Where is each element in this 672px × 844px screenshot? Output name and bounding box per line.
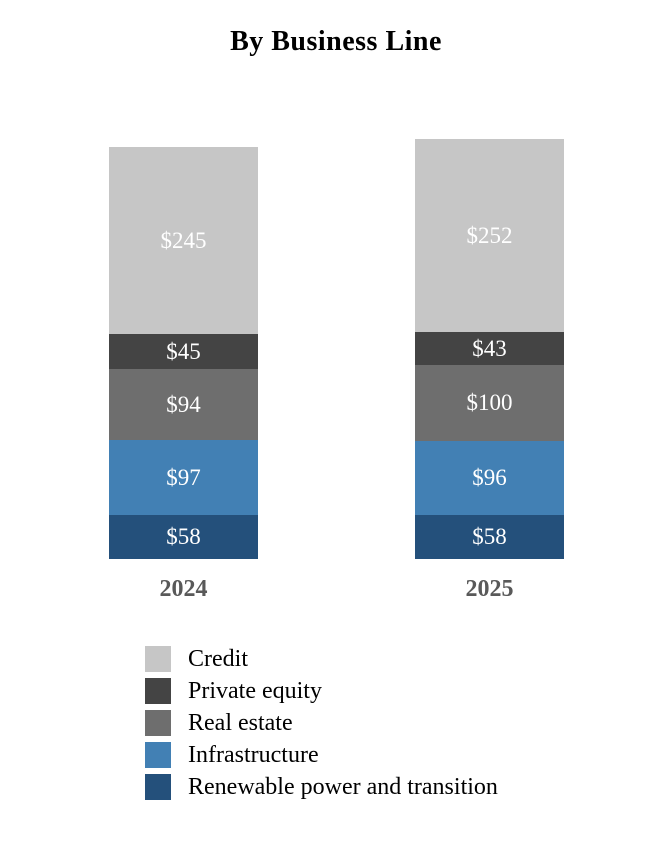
bar-segment: $58 bbox=[109, 514, 258, 559]
bar-2025: $252 $43 $100 $96 $58 bbox=[415, 139, 564, 559]
legend-swatch bbox=[145, 742, 171, 768]
bar-segment: $43 bbox=[415, 331, 564, 365]
bar-segment: $45 bbox=[109, 334, 258, 369]
legend-label: Private equity bbox=[188, 678, 322, 704]
chart-legend: Credit Private equity Real estate Infrastru… bbox=[145, 646, 498, 800]
segment-value-label: $43 bbox=[472, 335, 507, 361]
legend-label: Real estate bbox=[188, 710, 293, 736]
segment-value-label: $97 bbox=[166, 465, 201, 491]
bar-segment: $97 bbox=[109, 440, 258, 515]
segment-value-label: $245 bbox=[160, 227, 207, 253]
segment-value-label: $100 bbox=[466, 390, 513, 416]
legend-label: Credit bbox=[188, 646, 248, 672]
bar-segment: $100 bbox=[415, 364, 564, 442]
bar-segment: $245 bbox=[109, 146, 258, 335]
legend-item: Real estate bbox=[145, 710, 498, 736]
legend-swatch bbox=[145, 646, 171, 672]
segment-value-label: $45 bbox=[166, 338, 201, 364]
legend-label: Infrastructure bbox=[188, 742, 319, 768]
chart-title: By Business Line bbox=[230, 26, 442, 57]
legend-item: Infrastructure bbox=[145, 742, 498, 768]
segment-value-label: $96 bbox=[472, 465, 507, 491]
legend-swatch bbox=[145, 774, 171, 800]
segment-value-label: $252 bbox=[466, 222, 513, 248]
bar-2024: $245 $45 $94 $97 $58 bbox=[109, 146, 258, 559]
legend-item: Private equity bbox=[145, 678, 498, 704]
legend-swatch bbox=[145, 710, 171, 736]
legend-item: Renewable power and transition bbox=[145, 774, 498, 800]
segment-value-label: $58 bbox=[472, 524, 507, 550]
x-axis-label-2025: 2025 bbox=[465, 576, 514, 602]
legend-label: Renewable power and transition bbox=[188, 774, 498, 800]
legend-item: Credit bbox=[145, 646, 498, 672]
segment-value-label: $94 bbox=[166, 391, 201, 417]
segment-value-label: $58 bbox=[166, 524, 201, 550]
bar-segment: $58 bbox=[415, 514, 564, 559]
legend-swatch bbox=[145, 678, 171, 704]
bar-segment: $96 bbox=[415, 441, 564, 515]
bar-segment: $252 bbox=[415, 139, 564, 332]
bar-segment: $94 bbox=[109, 368, 258, 441]
x-axis-label-2024: 2024 bbox=[159, 576, 208, 602]
